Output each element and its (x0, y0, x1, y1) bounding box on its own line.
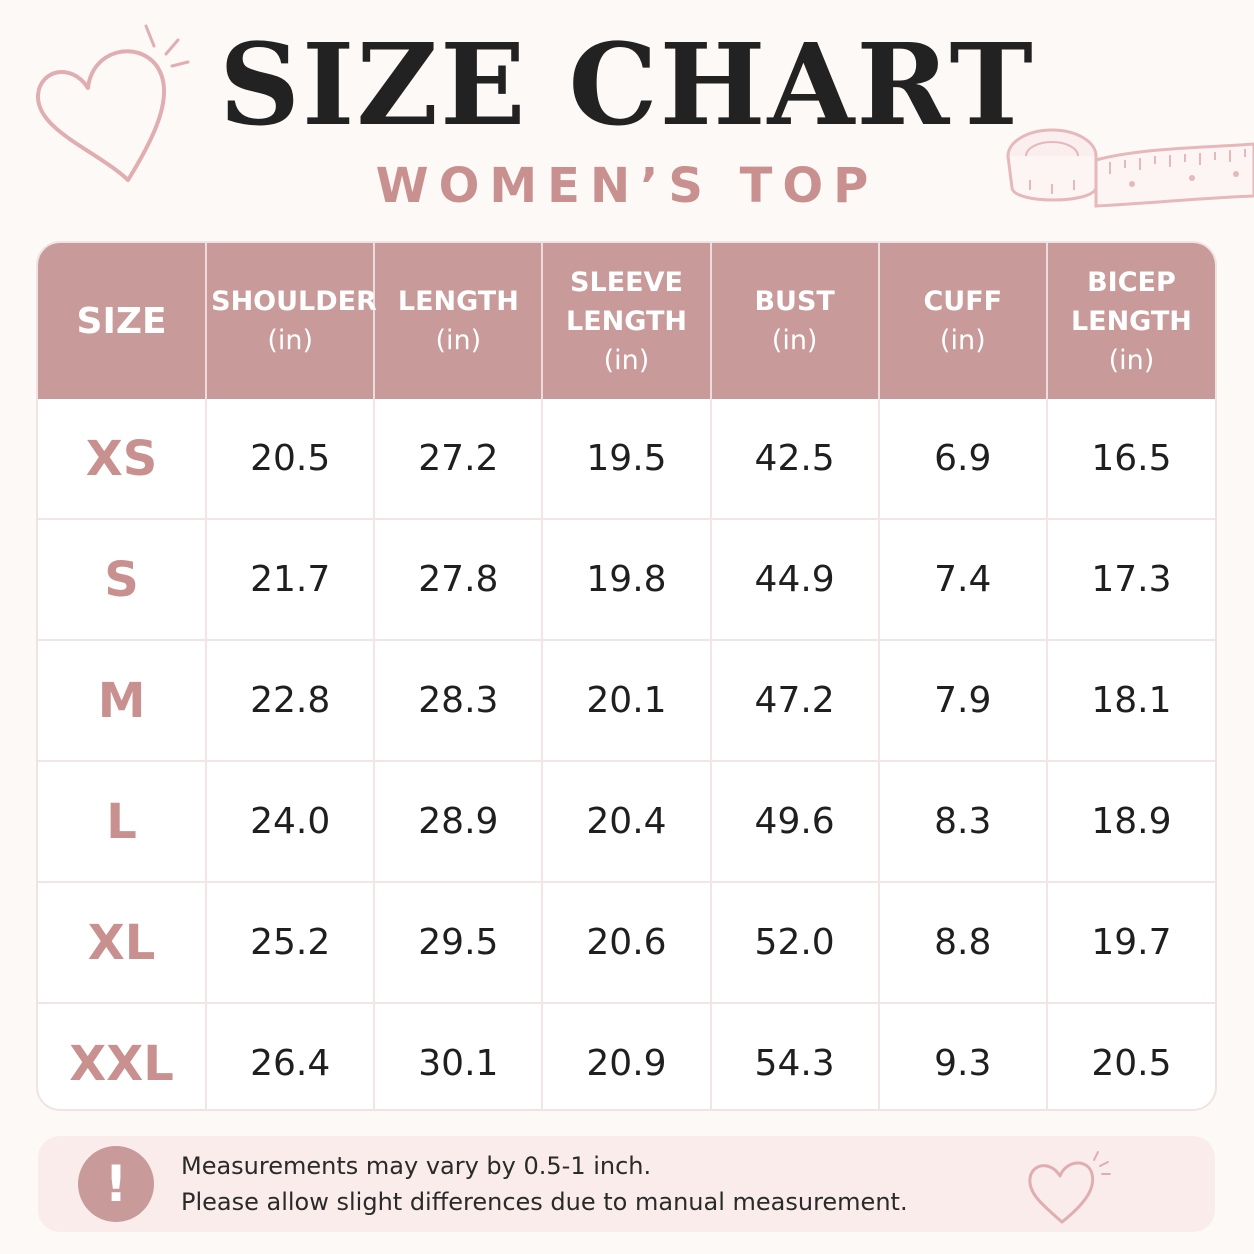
measuring-tape-icon (1006, 128, 1254, 208)
table-row: S 21.7 27.8 19.8 44.9 7.4 17.3 (38, 518, 1215, 640)
table-body: XS 20.5 27.2 19.5 42.5 6.9 16.5 S 21.7 27.8 19.8 44… (38, 399, 1215, 1109)
table-row: L 24.0 28.9 20.4 49.6 8.3 18.9 (38, 760, 1215, 882)
column-header: BUST (in) (710, 243, 880, 399)
table-cell: 29.5 (374, 881, 544, 1003)
note-line-2: Please allow slight differences due to m… (181, 1188, 908, 1216)
table-cell: 54.3 (710, 1002, 880, 1109)
table-cell: 42.5 (710, 399, 880, 519)
table-cell: 52.0 (710, 881, 880, 1003)
table-cell: 7.4 (878, 518, 1048, 640)
column-header-unit: (in) (1108, 344, 1155, 376)
table-cell: 28.9 (374, 760, 544, 882)
column-header-unit: (in) (435, 325, 482, 356)
column-header: CUFF (in) (878, 243, 1048, 399)
table-cell: 19.7 (1046, 881, 1215, 1003)
table-cell: 18.9 (1046, 760, 1215, 882)
table-cell: 7.9 (878, 639, 1048, 761)
table-cell: 20.4 (542, 760, 712, 882)
size-label: XXL (38, 1002, 208, 1109)
size-label: M (38, 639, 208, 761)
column-header: LENGTH (in) (374, 243, 544, 399)
column-header-unit: (in) (603, 344, 650, 376)
table-cell: 20.5 (1046, 1002, 1215, 1109)
table-cell: 20.1 (542, 639, 712, 761)
size-chart-table: SIZE SHOULDER (in) LENGTH (in) SLEEVE LENGTH (i… (38, 243, 1215, 1109)
column-header-label: SLEEVE (570, 266, 683, 298)
column-header-label: SHOULDER (211, 286, 377, 317)
column-header-unit: (in) (939, 325, 986, 356)
table-cell: 19.8 (542, 518, 712, 640)
column-header: SLEEVE LENGTH (in) (542, 243, 712, 399)
table-cell: 22.8 (206, 639, 376, 761)
table-cell: 44.9 (710, 518, 880, 640)
heart-outline-icon (1028, 1151, 1111, 1224)
note-text: Measurements may vary by 0.5-1 inch. Ple… (181, 1148, 1001, 1220)
table-cell: 24.0 (206, 760, 376, 882)
table-cell: 30.1 (374, 1002, 544, 1109)
table-cell: 8.8 (878, 881, 1048, 1003)
table-cell: 27.2 (374, 399, 544, 519)
table-row: XL 25.2 29.5 20.6 52.0 8.8 19.7 (38, 881, 1215, 1003)
column-header-label: BICEP (1087, 266, 1176, 298)
table-cell: 20.5 (206, 399, 376, 519)
table-cell: 18.1 (1046, 639, 1215, 761)
measurement-note: ! Measurements may vary by 0.5-1 inch. P… (38, 1136, 1215, 1232)
table-row: M 22.8 28.3 20.1 47.2 7.9 18.1 (38, 639, 1215, 761)
table-cell: 19.5 (542, 399, 712, 519)
table-cell: 21.7 (206, 518, 376, 640)
table-cell: 25.2 (206, 881, 376, 1003)
column-header-label: SIZE (76, 300, 167, 342)
column-header-label: LENGTH (397, 286, 519, 317)
table-cell: 6.9 (878, 399, 1048, 519)
size-table: SIZE SHOULDER (in) LENGTH (in) SLEEVE LENGTH (i… (38, 243, 1215, 1109)
table-header: SIZE SHOULDER (in) LENGTH (in) SLEEVE LENGTH (i… (38, 243, 1215, 399)
column-header-label: LENGTH (566, 305, 687, 337)
size-label: S (38, 518, 208, 640)
column-header-label: BUST (754, 286, 835, 317)
note-line-1: Measurements may vary by 0.5-1 inch. (181, 1152, 652, 1180)
table-row: XS 20.5 27.2 19.5 42.5 6.9 16.5 (38, 399, 1215, 519)
column-header: BICEP LENGTH (in) (1046, 243, 1215, 399)
column-header-unit: (in) (267, 325, 314, 356)
size-label: L (38, 760, 208, 882)
table-cell: 27.8 (374, 518, 544, 640)
table-row: XXL 26.4 30.1 20.9 54.3 9.3 20.5 (38, 1002, 1215, 1109)
heart-outline-icon (35, 24, 190, 182)
table-cell: 20.6 (542, 881, 712, 1003)
table-cell: 8.3 (878, 760, 1048, 882)
page-title: SIZE CHART (219, 20, 1035, 151)
table-cell: 26.4 (206, 1002, 376, 1109)
size-label: XL (38, 881, 208, 1003)
column-header-unit: (in) (771, 325, 818, 356)
header-row: SIZE SHOULDER (in) LENGTH (in) SLEEVE LENGTH (i… (38, 243, 1215, 399)
exclamation-icon: ! (78, 1146, 154, 1222)
table-cell: 49.6 (710, 760, 880, 882)
size-label: XS (38, 399, 208, 519)
table-cell: 17.3 (1046, 518, 1215, 640)
column-header-label: LENGTH (1070, 305, 1192, 337)
table-cell: 20.9 (542, 1002, 712, 1109)
table-cell: 16.5 (1091, 438, 1172, 479)
column-header-size: SIZE (38, 243, 208, 399)
column-header: SHOULDER (in) (206, 243, 377, 399)
table-cell: 47.2 (710, 639, 880, 761)
page-subtitle: WOMEN’S TOP (375, 158, 879, 214)
column-header-label: CUFF (923, 286, 1003, 317)
table-cell: 28.3 (374, 639, 544, 761)
table-cell: 9.3 (878, 1002, 1048, 1109)
